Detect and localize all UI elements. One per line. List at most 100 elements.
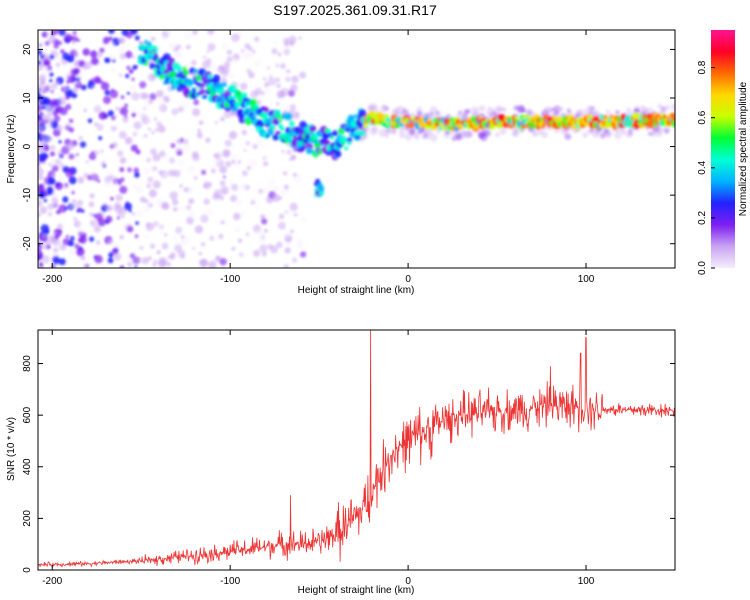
spectrogram-cell <box>253 249 261 257</box>
spectrogram-cell <box>231 106 237 113</box>
spectrogram-cell <box>45 55 51 62</box>
spectrogram-cell <box>125 50 133 59</box>
spectrogram-cell <box>272 194 281 202</box>
spectrogram-cell <box>284 247 291 254</box>
spectrogram-cell <box>139 245 144 250</box>
spectrogram-cell <box>108 239 116 247</box>
spectrogram-cell <box>275 63 279 68</box>
spectrogram-cell <box>237 160 242 164</box>
spectrogram-cell <box>175 241 180 245</box>
spectrogram-cell <box>553 110 560 117</box>
spectrogram-cell <box>197 128 202 133</box>
spectrogram-xlabel: Height of straight line (km) <box>298 285 415 296</box>
spectrogram-cell <box>82 48 90 56</box>
spectrogram-cell <box>265 134 270 138</box>
spectrogram-cell <box>38 175 44 181</box>
spectrogram-cell <box>300 145 306 151</box>
spectrogram-cell <box>98 136 103 141</box>
spectrogram-cell <box>89 219 98 227</box>
spectrogram-cell <box>45 104 53 113</box>
spectrogram-cell <box>139 81 147 89</box>
spectrogram-cell <box>65 103 72 110</box>
spectrogram-cell <box>183 69 189 76</box>
spectrogram-cell <box>177 150 182 156</box>
spectrogram-cell <box>495 105 503 113</box>
spectrogram-cell <box>587 128 593 134</box>
spectrogram-cell <box>196 132 203 139</box>
spectrogram-cell <box>233 212 241 221</box>
spectrogram-cell <box>83 172 89 179</box>
spectrogram-cell <box>220 186 229 195</box>
snr-panel: -200 -100 0 100 0 200 400 600 800 Height of stra… <box>6 329 676 596</box>
spectrogram-cell <box>89 236 95 242</box>
spectrogram-cell <box>97 179 101 183</box>
spectrogram-cell <box>576 111 582 117</box>
spectrogram-cell <box>173 169 181 178</box>
spectrogram-cell <box>53 43 59 49</box>
spectrogram-cell <box>41 133 46 139</box>
spectrogram-cell <box>108 30 115 34</box>
spectrogram-cell <box>419 127 426 134</box>
spectrogram-cell <box>139 196 147 203</box>
spectrogram-cell <box>78 136 83 141</box>
x-tick-label: -100 <box>220 576 240 587</box>
spectrogram-cell <box>106 204 113 212</box>
spectrogram-cell <box>192 30 198 35</box>
spectrogram-ylabel: Frequency (Hz) <box>6 115 17 184</box>
spectrogram-cell <box>286 149 292 155</box>
spectrogram-cell <box>105 215 113 223</box>
spectrogram-cell <box>74 81 78 85</box>
snr-ticks: -200 -100 0 100 0 200 400 600 800 <box>22 330 675 587</box>
spectrogram-cell <box>139 41 143 45</box>
spectrogram-cell <box>158 125 166 133</box>
spectrogram-cell <box>271 48 278 55</box>
spectrogram-cell <box>219 180 226 187</box>
spectrogram-cell <box>161 202 170 211</box>
spectrogram-cell <box>154 127 159 132</box>
spectrogram-cell <box>113 252 122 261</box>
spectrogram-cell <box>248 158 258 168</box>
spectrogram-cell <box>40 87 48 95</box>
spectrogram-cell <box>369 127 378 136</box>
spectrogram-cell <box>363 122 368 127</box>
spectrogram-cell <box>531 132 537 137</box>
spectrogram-cell <box>188 188 193 192</box>
spectrogram-cell <box>147 127 152 131</box>
spectrogram-cell <box>134 234 139 239</box>
spectrogram-cell <box>280 187 289 196</box>
spectrogram-cell <box>172 236 178 242</box>
spectrogram-cell <box>171 108 179 116</box>
spectrogram-cell <box>52 256 61 265</box>
spectrogram-cell <box>161 242 169 250</box>
spectrogram-cell <box>193 99 200 106</box>
spectrogram-cell <box>68 153 75 160</box>
spectrogram-cell <box>354 129 361 136</box>
spectrogram-cell <box>74 53 79 58</box>
spectrogram-cell <box>156 90 164 98</box>
spectrogram-cell <box>234 226 241 233</box>
spectrogram-cell <box>119 167 125 173</box>
spectrogram-cell <box>477 131 485 139</box>
spectrogram-cell <box>152 180 161 189</box>
spectrogram-cell <box>49 151 56 157</box>
spectrogram-cell <box>191 88 197 93</box>
spectrogram-cell <box>142 257 149 265</box>
spectrogram-cell <box>273 40 279 46</box>
y-tick-label: 400 <box>22 458 33 475</box>
spectrogram-cell <box>71 35 78 43</box>
spectrogram-cell <box>210 212 214 216</box>
spectrogram-cell <box>191 59 197 66</box>
spectrogram-cell <box>129 253 136 259</box>
spectrogram-cell <box>282 171 288 176</box>
spectrogram-cell <box>522 109 527 113</box>
spectrogram-cell <box>456 134 463 141</box>
spectrogram-cell <box>275 61 279 65</box>
spectrogram-cell <box>168 157 176 164</box>
spectrogram-cell <box>59 163 65 169</box>
spectrogram-cell <box>59 243 67 251</box>
spectrogram-cell <box>98 111 107 120</box>
spectrogram-cell <box>69 236 75 241</box>
spectrogram-cell <box>198 251 202 256</box>
